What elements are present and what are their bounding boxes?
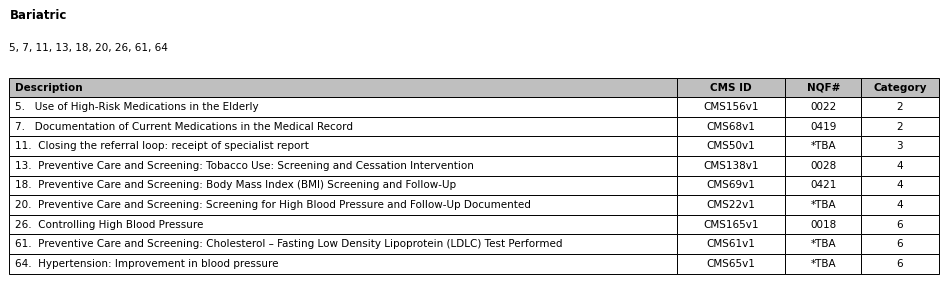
Text: 5.   Use of High-Risk Medications in the Elderly: 5. Use of High-Risk Medications in the E… [15, 102, 259, 112]
Bar [785, 234, 862, 254]
Text: 3: 3 [897, 141, 903, 151]
Text: 0022: 0022 [811, 102, 836, 112]
Bar [677, 156, 785, 176]
Bar [677, 117, 785, 136]
Text: CMS69v1: CMS69v1 [706, 181, 756, 190]
Bar [9, 156, 677, 176]
Text: CMS138v1: CMS138v1 [703, 161, 758, 171]
Text: CMS156v1: CMS156v1 [703, 102, 758, 112]
Text: CMS65v1: CMS65v1 [706, 259, 756, 269]
Bar [9, 195, 677, 215]
Bar [785, 97, 862, 117]
Text: CMS ID: CMS ID [710, 83, 752, 92]
Text: CMS68v1: CMS68v1 [706, 122, 756, 132]
Bar [785, 195, 862, 215]
Text: 64.  Hypertension: Improvement in blood pressure: 64. Hypertension: Improvement in blood p… [15, 259, 279, 269]
Text: 2: 2 [897, 122, 903, 132]
Bar [785, 254, 862, 274]
Bar [9, 215, 677, 234]
Bar [677, 97, 785, 117]
Text: 61.  Preventive Care and Screening: Cholesterol – Fasting Low Density Lipoprotei: 61. Preventive Care and Screening: Chole… [15, 239, 563, 249]
Text: 6: 6 [897, 239, 903, 249]
Text: CMS165v1: CMS165v1 [703, 220, 758, 230]
Bar [862, 136, 939, 156]
Text: CMS61v1: CMS61v1 [706, 239, 756, 249]
Text: 7.   Documentation of Current Medications in the Medical Record: 7. Documentation of Current Medications … [15, 122, 354, 132]
Bar [862, 254, 939, 274]
Bar [677, 78, 785, 97]
Text: 4: 4 [897, 200, 903, 210]
Bar [677, 176, 785, 195]
Text: 11.  Closing the referral loop: receipt of specialist report: 11. Closing the referral loop: receipt o… [15, 141, 309, 151]
Bar [862, 215, 939, 234]
Text: 0018: 0018 [811, 220, 836, 230]
Text: 5, 7, 11, 13, 18, 20, 26, 61, 64: 5, 7, 11, 13, 18, 20, 26, 61, 64 [9, 43, 169, 53]
Text: Description: Description [15, 83, 82, 92]
Text: 26.  Controlling High Blood Pressure: 26. Controlling High Blood Pressure [15, 220, 204, 230]
Bar [862, 117, 939, 136]
Bar [9, 234, 677, 254]
Bar [785, 156, 862, 176]
Text: NQF#: NQF# [807, 83, 840, 92]
Text: 0421: 0421 [811, 181, 836, 190]
Bar [862, 234, 939, 254]
Bar [862, 195, 939, 215]
Text: 4: 4 [897, 181, 903, 190]
Bar [862, 78, 939, 97]
Bar [785, 117, 862, 136]
Text: Category: Category [873, 83, 927, 92]
Text: 13.  Preventive Care and Screening: Tobacco Use: Screening and Cessation Interve: 13. Preventive Care and Screening: Tobac… [15, 161, 474, 171]
Text: *TBA: *TBA [811, 141, 836, 151]
Bar [862, 176, 939, 195]
Bar [9, 136, 677, 156]
Text: 6: 6 [897, 220, 903, 230]
Bar [677, 195, 785, 215]
Text: 6: 6 [897, 259, 903, 269]
Text: *TBA: *TBA [811, 200, 836, 210]
Text: 0419: 0419 [811, 122, 836, 132]
Text: CMS50v1: CMS50v1 [706, 141, 756, 151]
Text: CMS22v1: CMS22v1 [706, 200, 756, 210]
Bar [785, 215, 862, 234]
Bar [862, 97, 939, 117]
Bar [677, 215, 785, 234]
Text: 18.  Preventive Care and Screening: Body Mass Index (BMI) Screening and Follow-U: 18. Preventive Care and Screening: Body … [15, 181, 456, 190]
Bar [9, 254, 677, 274]
Bar [677, 254, 785, 274]
Text: *TBA: *TBA [811, 259, 836, 269]
Text: 2: 2 [897, 102, 903, 112]
Bar [785, 136, 862, 156]
Bar [9, 117, 677, 136]
Text: *TBA: *TBA [811, 239, 836, 249]
Bar [9, 78, 677, 97]
Bar [785, 78, 862, 97]
Bar [9, 176, 677, 195]
Bar [862, 156, 939, 176]
Text: 20.  Preventive Care and Screening: Screening for High Blood Pressure and Follow: 20. Preventive Care and Screening: Scree… [15, 200, 531, 210]
Bar [677, 234, 785, 254]
Bar [9, 97, 677, 117]
Text: 0028: 0028 [811, 161, 836, 171]
Text: Bariatric: Bariatric [9, 9, 67, 22]
Bar [677, 136, 785, 156]
Bar [785, 176, 862, 195]
Text: 4: 4 [897, 161, 903, 171]
